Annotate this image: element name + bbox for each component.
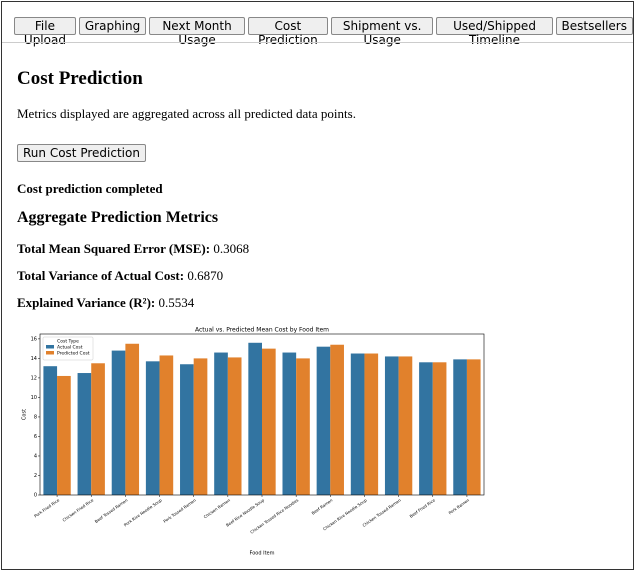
page-title: Cost Prediction xyxy=(17,68,143,89)
legend-swatch xyxy=(46,345,54,349)
bar xyxy=(350,353,365,495)
y-axis-label: Cost xyxy=(22,409,28,420)
bar xyxy=(57,375,71,495)
tab[interactable]: Used/Shipped Timeline xyxy=(436,17,553,47)
bar xyxy=(193,358,208,495)
x-tick-label: Chicken Tossed Ramen xyxy=(361,497,402,528)
x-tick-label: Pork Ramen xyxy=(448,497,471,515)
x-tick-label: Chicken Ramen xyxy=(203,497,232,519)
bar xyxy=(296,358,310,495)
bar xyxy=(316,346,331,495)
metric-value: 0.6870 xyxy=(187,268,224,283)
x-axis-label: Food Item xyxy=(250,551,275,557)
plot-frame xyxy=(39,333,485,496)
status: Cost prediction completed xyxy=(17,181,163,196)
y-tick-label: 16 xyxy=(31,336,37,342)
x-tick-label: Chicken Fried Rice xyxy=(61,497,94,522)
y-tick-label: 0 xyxy=(34,493,37,499)
bar xyxy=(262,348,276,495)
metric: Total Mean Squared Error (MSE): 0.3068 xyxy=(17,241,249,257)
chart: Actual vs. Predicted Mean Cost by Food I… xyxy=(22,327,485,557)
tab[interactable]: Graphing xyxy=(78,17,147,35)
bar xyxy=(466,359,481,495)
bar xyxy=(180,364,194,495)
y-tick-label: 8 xyxy=(34,414,37,420)
y-tick-label: 14 xyxy=(31,356,37,362)
tab[interactable]: File Upload xyxy=(14,17,76,47)
metric-value: 0.5534 xyxy=(158,295,195,310)
bar xyxy=(453,359,467,495)
x-tick-label: Beef Ramen xyxy=(311,497,334,515)
legend-label: Actual Cost xyxy=(57,345,83,351)
legend-swatch xyxy=(46,351,54,355)
metrics-title: Aggregate Prediction Metrics xyxy=(17,209,219,226)
tab[interactable]: Bestsellers xyxy=(555,17,633,35)
separator xyxy=(2,42,633,43)
chart-title: Actual vs. Predicted Mean Cost by Food I… xyxy=(195,327,329,334)
description: Metrics displayed are aggregated across … xyxy=(17,106,356,121)
bar xyxy=(125,343,140,495)
tab-bar: File Upload Graphing Next Month Usage Cost … xyxy=(14,17,633,47)
metric-label: Explained Variance (R²): xyxy=(17,295,156,310)
bar xyxy=(419,362,433,495)
bar xyxy=(432,362,447,495)
y-tick-label: 12 xyxy=(31,375,37,381)
bar xyxy=(145,361,160,495)
metric: Explained Variance (R²): 0.5534 xyxy=(17,295,194,311)
bar xyxy=(227,357,242,495)
x-tick-label: Pork Rice Noodle Soup xyxy=(123,497,163,527)
bar xyxy=(91,363,105,495)
tab[interactable]: Next Month Usage xyxy=(149,17,245,47)
tab[interactable]: Shipment vs. Usage xyxy=(330,17,434,47)
run-button[interactable]: Run Cost Prediction xyxy=(17,144,146,162)
tab[interactable]: Cost Prediction xyxy=(247,17,328,47)
bar xyxy=(77,373,92,495)
legend-box xyxy=(42,336,94,361)
metric-value: 0.3068 xyxy=(213,241,250,256)
x-tick-label: Pork Fried Rice xyxy=(33,497,61,518)
bar xyxy=(282,352,297,495)
legend-label: Predicted Cost xyxy=(57,351,90,357)
y-tick-label: 2 xyxy=(34,473,37,479)
bar xyxy=(398,356,413,495)
bar xyxy=(159,355,174,495)
metric-label: Total Variance of Actual Cost: xyxy=(17,268,185,283)
bar xyxy=(43,366,58,495)
bar xyxy=(330,344,344,495)
x-tick-label: Beef Tossed Ramen xyxy=(94,497,129,524)
bar xyxy=(384,356,399,495)
x-tick-label: Pork Tossed Ramen xyxy=(162,497,197,524)
y-tick-label: 10 xyxy=(31,395,37,401)
metric-label: Total Mean Squared Error (MSE): xyxy=(17,241,211,256)
bar xyxy=(248,342,262,495)
x-tick-label: Beef Fried Rice xyxy=(409,497,437,519)
y-tick-label: 4 xyxy=(34,453,37,459)
bar xyxy=(214,352,228,495)
bar xyxy=(364,353,379,495)
metric: Total Variance of Actual Cost: 0.6870 xyxy=(17,268,223,284)
y-tick-label: 6 xyxy=(34,434,37,440)
bar xyxy=(111,350,126,495)
legend-title: Cost Type xyxy=(57,339,79,345)
